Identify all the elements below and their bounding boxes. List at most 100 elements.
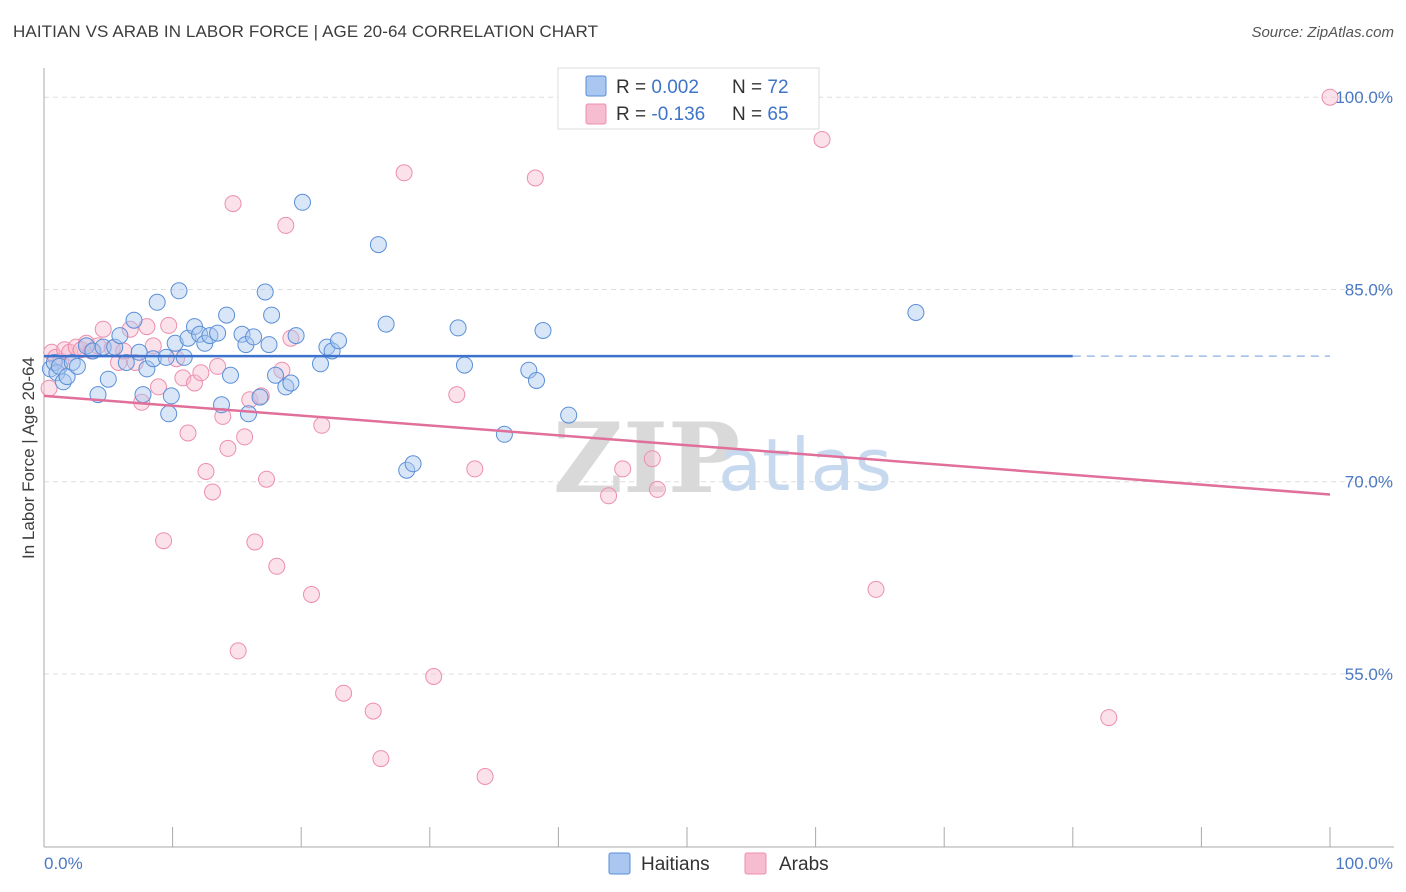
- arabs-point: [229, 642, 247, 660]
- x-tick-label-max: 100.0%: [1335, 854, 1393, 873]
- haitians-point: [398, 461, 416, 479]
- legend-haitians-r-value: 0.002: [651, 77, 699, 98]
- haitians-point: [148, 293, 166, 311]
- haitians-point: [560, 406, 578, 424]
- arabs-point: [425, 668, 443, 685]
- haitians-point: [170, 282, 188, 300]
- haitians-point: [377, 315, 395, 333]
- svg-text:N = 65: N = 65: [732, 104, 789, 125]
- arabs-point: [313, 416, 331, 434]
- arabs-point: [89, 337, 107, 355]
- arabs-point: [144, 337, 162, 355]
- y-tick-labels: 100.0% 85.0% 70.0% 55.0%: [1335, 88, 1393, 684]
- watermark-atlas: atlas: [718, 423, 892, 507]
- haitians-point: [260, 336, 278, 354]
- arabs-points: [40, 88, 1339, 785]
- arabs-point: [395, 164, 413, 182]
- arabs-point: [303, 586, 320, 603]
- grid-lines: [44, 96, 1394, 675]
- legend-haitians-n-label: N =: [732, 77, 767, 98]
- arabs-point: [600, 487, 618, 505]
- haitians-point: [111, 327, 129, 345]
- arabs-point: [246, 533, 264, 551]
- legend-arabs-r-value: -0.136: [651, 104, 705, 125]
- haitians-point: [175, 348, 193, 366]
- arabs-point: [204, 483, 221, 501]
- arabs-trend-line: [43, 394, 1331, 496]
- arabs-point: [1321, 88, 1339, 106]
- haitians-point: [456, 356, 473, 374]
- svg-text:R = 0.002: R = 0.002: [616, 77, 699, 98]
- haitians-point: [125, 311, 143, 329]
- legend-haitians-n-value: 72: [767, 77, 788, 98]
- haitians-point: [534, 322, 552, 339]
- arabs-point: [186, 374, 203, 392]
- haitians-point: [495, 425, 513, 443]
- haitians-point: [157, 348, 175, 366]
- arabs-point: [526, 169, 544, 187]
- arabs-point: [643, 450, 661, 468]
- haitians-point: [282, 374, 300, 392]
- y-tick-label: 55.0%: [1345, 665, 1393, 684]
- arabs-point: [179, 424, 197, 442]
- haitians-point: [907, 304, 925, 321]
- legend-haitians-r-label: R =: [616, 77, 651, 98]
- arabs-point: [94, 320, 112, 338]
- bottom-legend-haitians-label[interactable]: Haitians: [641, 854, 710, 875]
- haitians-point: [245, 328, 263, 346]
- arabs-point: [121, 320, 139, 338]
- haitians-point: [294, 193, 311, 211]
- haitians-point: [144, 350, 162, 368]
- haitians-point: [404, 455, 422, 473]
- arabs-point: [160, 316, 178, 334]
- haitians-point: [130, 343, 148, 361]
- arabs-point: [277, 216, 295, 234]
- svg-text:N = 72: N = 72: [732, 77, 789, 98]
- haitians-point: [369, 236, 387, 254]
- y-tick-label: 100.0%: [1335, 88, 1393, 107]
- haitians-point: [263, 306, 281, 324]
- legend-arabs-r-label: R =: [616, 104, 651, 125]
- bottom-legend-arabs-swatch[interactable]: [744, 852, 767, 875]
- arabs-point: [448, 386, 466, 404]
- haitians-point: [166, 334, 184, 352]
- haitians-point: [251, 388, 269, 406]
- arabs-point: [372, 750, 390, 768]
- bottom-legend-haitians-swatch[interactable]: [608, 852, 631, 875]
- haitians-point: [256, 283, 274, 301]
- bottom-legend-arabs-label[interactable]: Arabs: [779, 854, 829, 875]
- arabs-point: [1100, 709, 1118, 727]
- haitians-point: [449, 319, 467, 337]
- haitians-point: [222, 366, 239, 384]
- arabs-point: [282, 329, 300, 347]
- arabs-point: [236, 428, 254, 446]
- haitians-point: [218, 306, 236, 324]
- haitians-point: [117, 354, 135, 371]
- haitians-point: [330, 332, 347, 350]
- arabs-point: [224, 195, 242, 213]
- legend-arabs-n-value: 65: [767, 104, 788, 125]
- haitians-point: [287, 327, 305, 345]
- arabs-point: [268, 557, 286, 575]
- arabs-point: [614, 460, 632, 478]
- arabs-point: [219, 439, 237, 457]
- arabs-point: [209, 357, 227, 375]
- x-tick-marks: [172, 827, 1331, 847]
- series-legend: Haitians Arabs: [608, 852, 829, 875]
- y-tick-label: 85.0%: [1345, 280, 1393, 299]
- x-tick-label-min: 0.0%: [44, 854, 83, 873]
- haitians-point: [138, 360, 156, 378]
- haitians-point: [68, 357, 86, 375]
- watermark-zip: ZIP: [553, 402, 740, 515]
- arabs-point: [476, 768, 494, 785]
- source-credit: Source: ZipAtlas.com: [1251, 24, 1394, 41]
- arabs-point: [258, 470, 275, 488]
- arabs-point: [155, 532, 173, 550]
- haitians-point: [134, 386, 152, 404]
- arabs-point: [648, 480, 666, 498]
- haitians-point: [209, 324, 227, 342]
- chart-title: HAITIAN VS ARAB IN LABOR FORCE | AGE 20-…: [13, 22, 599, 41]
- arabs-point: [192, 364, 210, 382]
- arabs-point: [867, 580, 885, 598]
- haitians-point: [267, 366, 284, 384]
